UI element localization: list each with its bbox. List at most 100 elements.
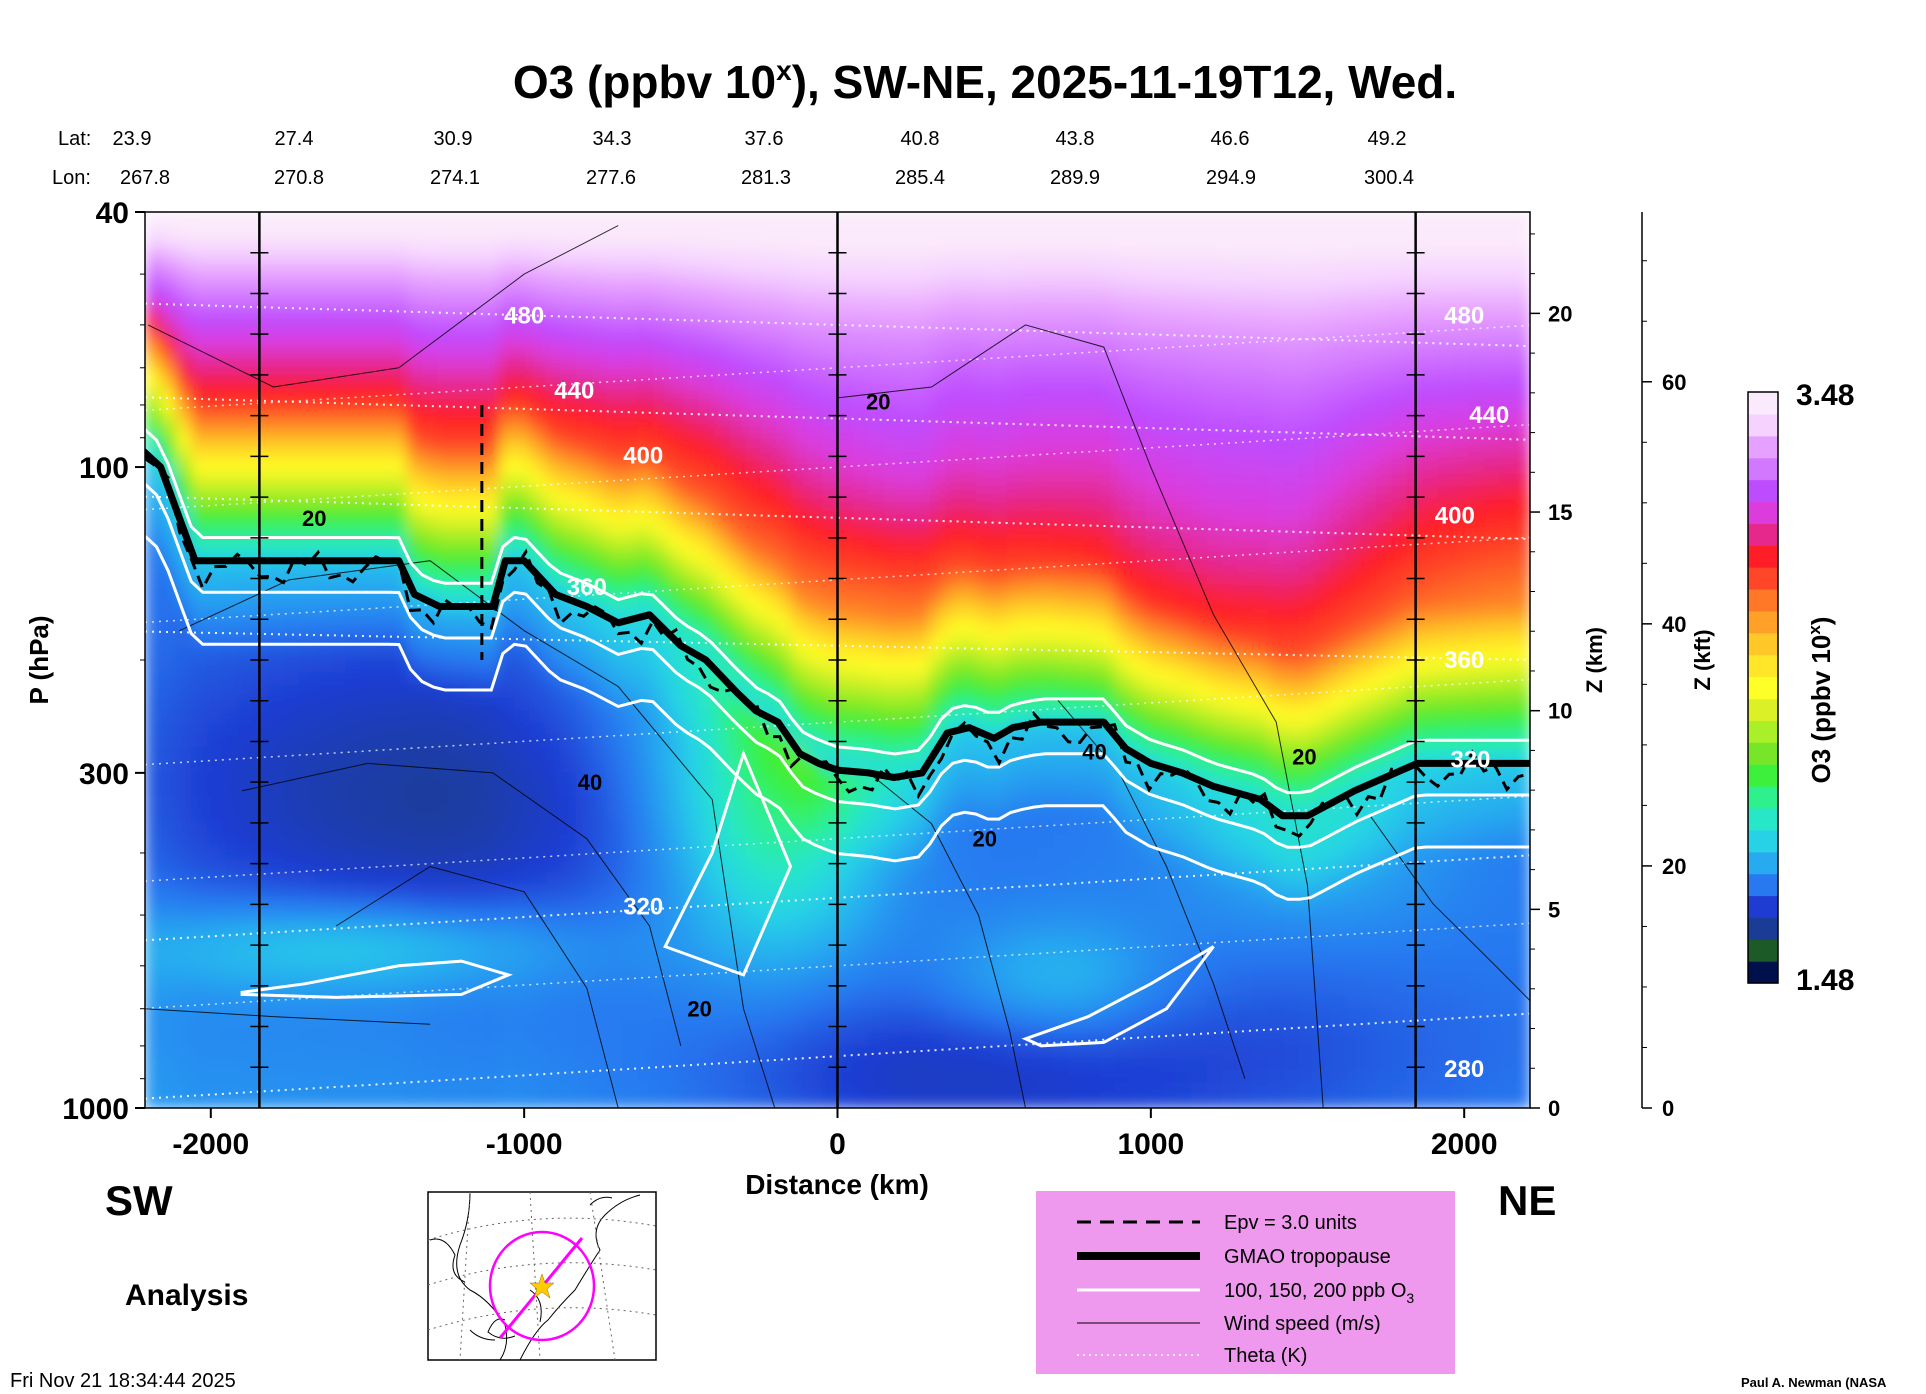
ozone-cell [1391,672,1408,686]
ozone-cell [329,896,347,910]
ozone-cell [1268,734,1285,749]
ozone-cell [314,473,331,487]
ozone-cell [945,747,962,761]
ozone-cell [1022,398,1039,413]
ozone-cell [268,249,285,263]
ozone-cell [406,299,423,313]
ozone-cell [806,460,824,475]
ozone-cell [1222,834,1239,848]
ozone-cell [1237,485,1254,500]
ozone-cell [468,722,485,736]
ozone-cell [1283,423,1301,437]
ozone-cell [221,697,239,711]
ozone-cell [1345,622,1362,637]
ozone-cell [406,672,423,686]
ozone-cell [483,236,500,251]
ozone-cell [1360,560,1378,574]
ozone-cell [221,859,239,873]
ozone-cell [1299,299,1316,313]
ozone-cell [976,834,993,848]
ozone-cell [1376,572,1393,587]
ozone-cell [1099,373,1116,388]
ozone-cell [1499,473,1516,487]
ozone-cell [545,311,562,325]
ozone-cell [1068,597,1085,612]
ozone-cell [1253,212,1270,226]
ozone-cell [1114,274,1131,288]
ozone-cell [976,660,993,674]
ozone-cell [252,274,270,288]
ozone-cell [1206,796,1224,811]
ozone-cell [806,597,824,612]
ozone-cell [991,348,1008,363]
ozone-cell [1022,535,1039,549]
ozone-cell [1068,859,1085,873]
ozone-cell [252,809,270,823]
ozone-cell [1068,523,1085,537]
ozone-cell [868,660,885,674]
ozone-cell [1483,772,1501,786]
ozone-cell [1376,274,1393,288]
ozone-cell [1206,672,1224,686]
ozone-cell [375,647,393,661]
ozone-cell [591,373,608,388]
ozone-cell [1052,846,1070,861]
ozone-cell [1145,697,1162,711]
ozone-cell [760,647,777,661]
ozone-cell [422,809,439,823]
ozone-cell [514,498,531,512]
ozone-cell [976,386,993,400]
ozone-cell [298,759,316,773]
ozone-cell [1329,361,1347,375]
ozone-cell [360,809,377,823]
ozone-cell [1499,261,1516,276]
ozone-cell [1468,311,1485,325]
ozone-cell [1314,821,1331,836]
ozone-cell [437,510,454,525]
ozone-cell [868,236,885,251]
ozone-cell [699,411,716,425]
ozone-cell [560,236,577,251]
ozone-cell [668,286,685,301]
ozone-cell [145,212,162,226]
ozone-cell [283,846,300,861]
ozone-cell [298,411,316,425]
ozone-cell [1283,386,1301,400]
ozone-cell [422,784,439,798]
ozone-cell [252,834,270,848]
ozone-cell [483,411,500,425]
ozone-cell [175,224,193,238]
ozone-cell [760,249,777,263]
ozone-cell [314,485,331,500]
ozone-cell [729,548,747,562]
ozone-cell [791,635,808,649]
ozone-cell [668,523,685,537]
ozone-cell [406,884,423,898]
ozone-cell [545,224,562,238]
ozone-cell [729,460,747,475]
ozone-cell [252,635,270,649]
ozone-cell [468,672,485,686]
ozone-cell [929,597,947,612]
ozone-cell [606,572,624,587]
ozone-cell [1376,448,1393,462]
ozone-cell [991,796,1008,811]
ozone-cell [1345,212,1362,226]
ozone-cell [899,448,916,462]
ozone-cell [391,286,408,301]
ozone-cell [206,809,223,823]
ozone-cell [1499,498,1516,512]
ozone-cell [314,610,331,624]
ozone-cell [914,485,931,500]
ozone-cell [1022,311,1039,325]
ozone-cell [422,436,439,450]
lon-value: 285.4 [895,167,945,189]
ozone-cell [806,398,824,413]
ozone-cell [160,896,177,910]
ozone-cell [1453,299,1470,313]
ozone-cell [268,236,285,251]
ozone-cell [498,796,516,811]
ozone-cell [775,548,793,562]
ozone-cell [221,348,239,363]
ozone-cell [822,236,839,251]
